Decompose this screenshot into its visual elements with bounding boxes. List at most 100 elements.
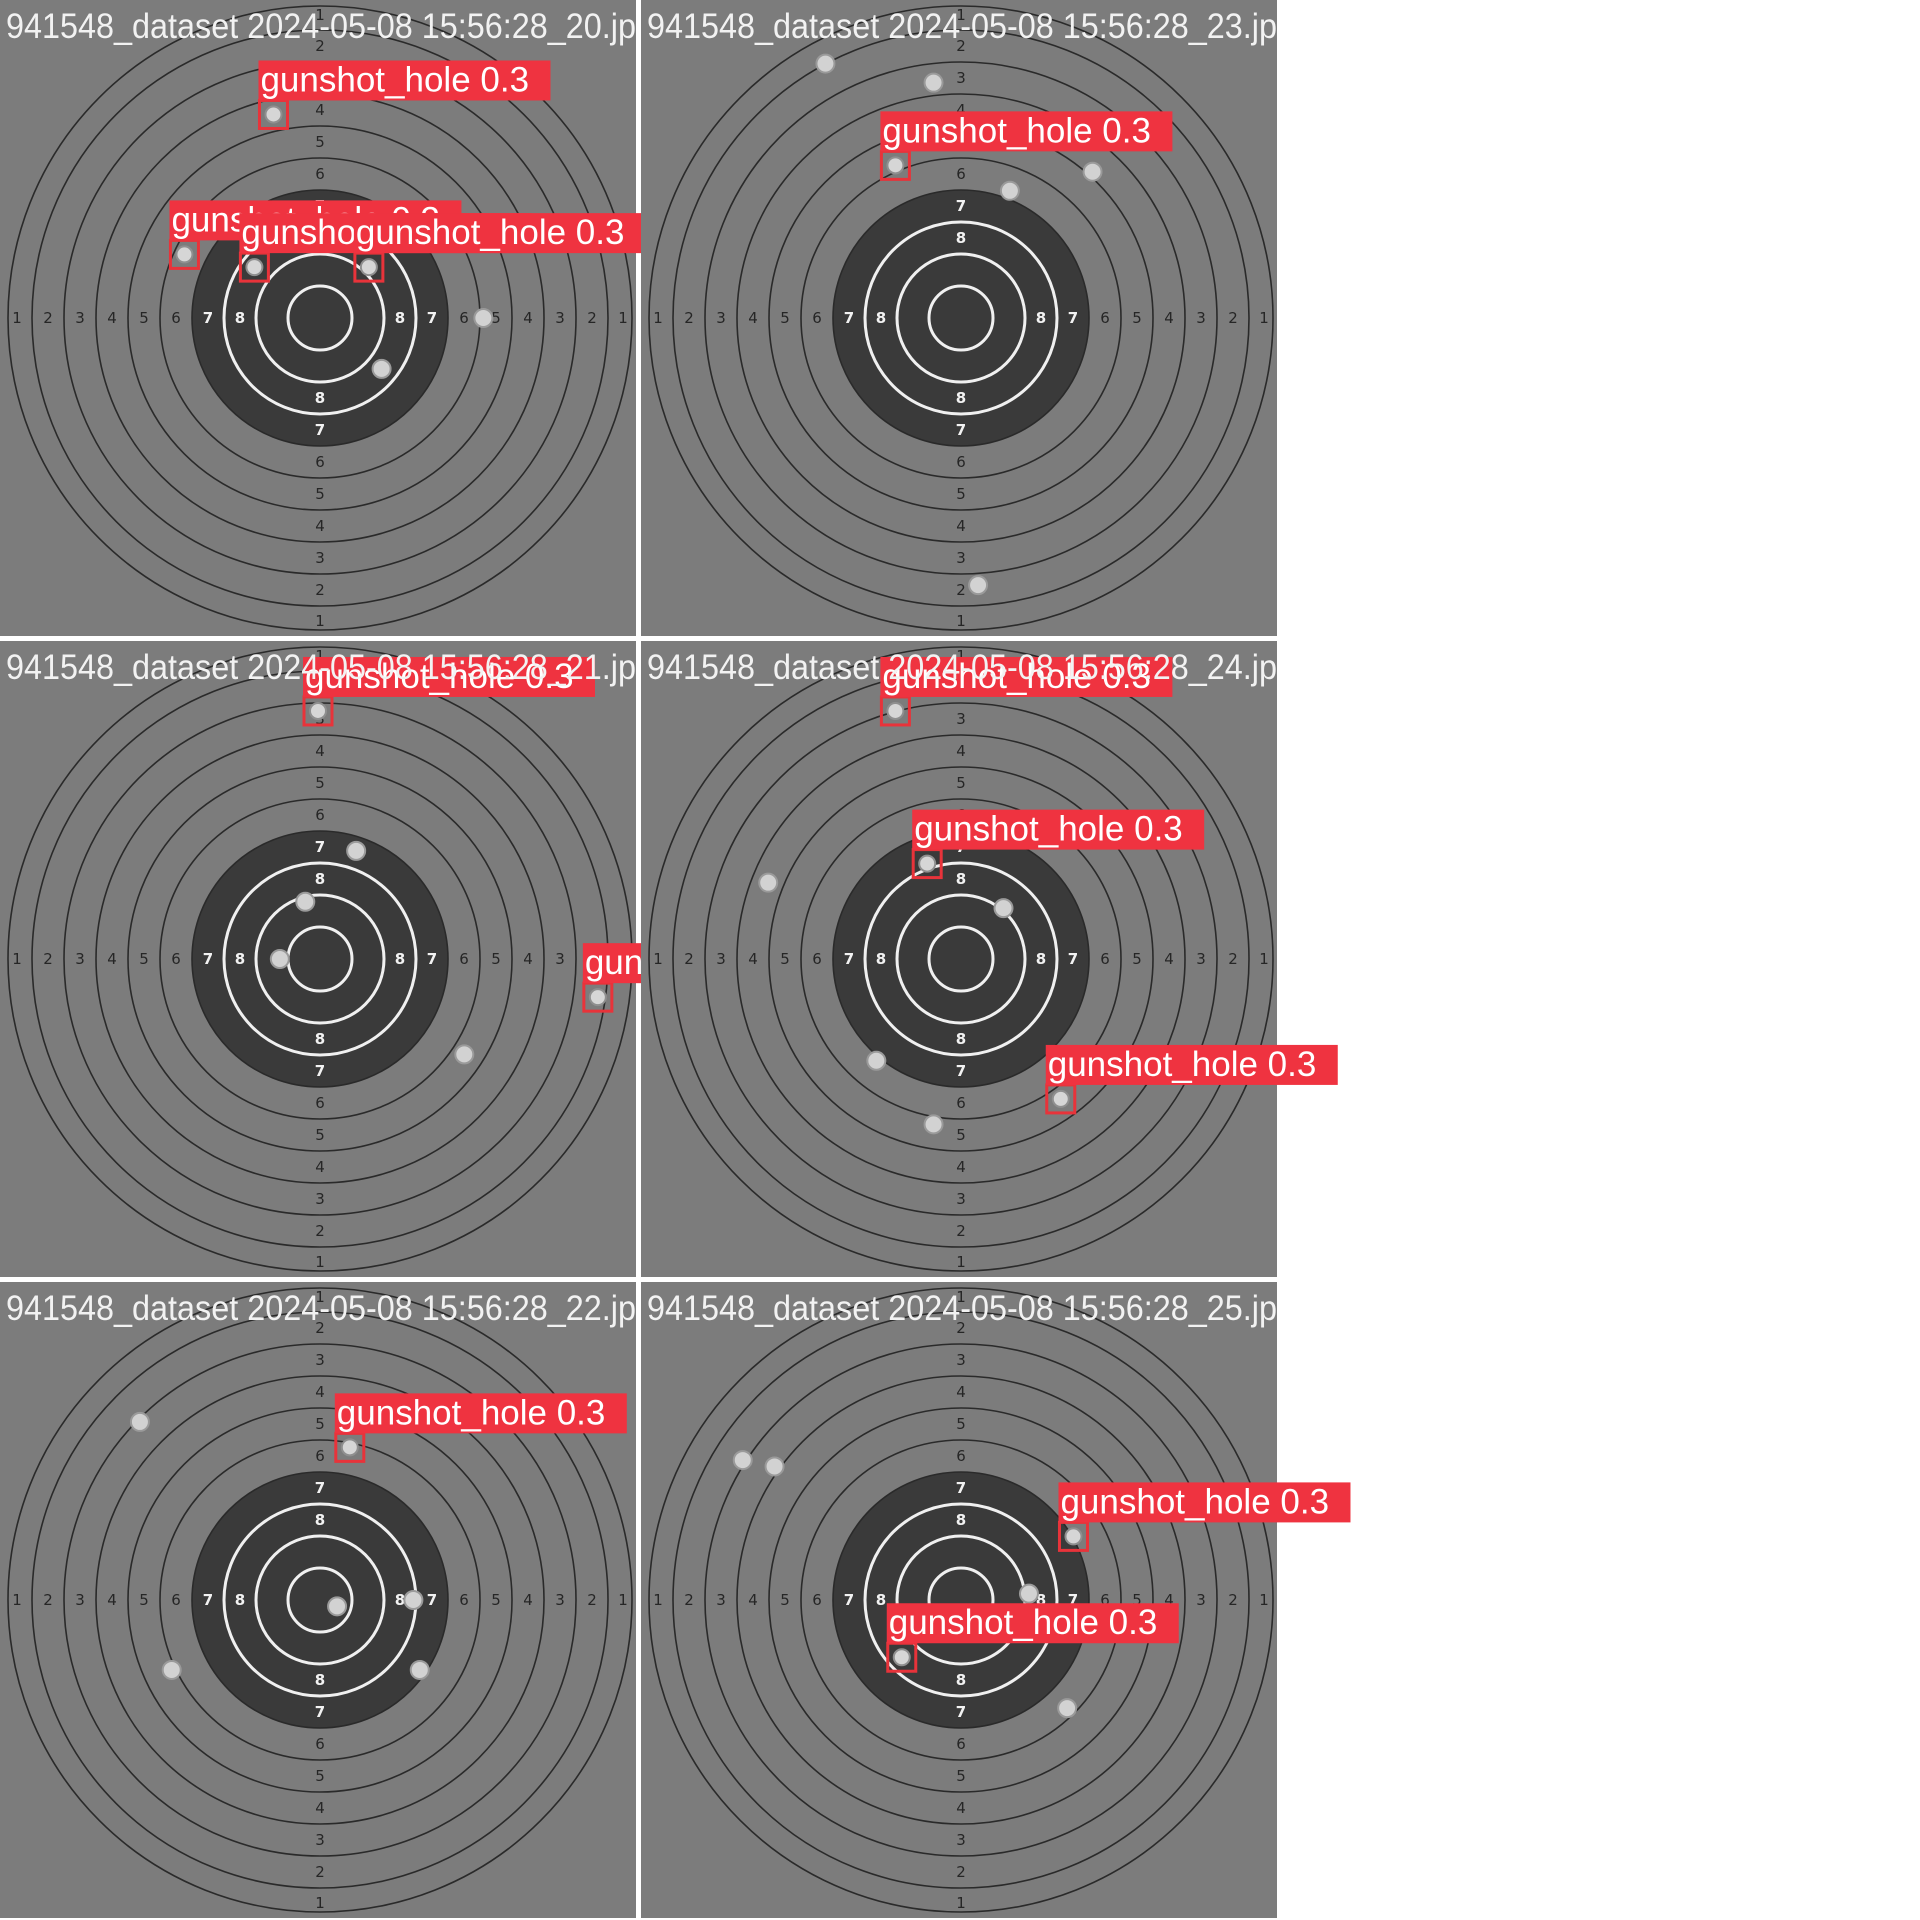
ring-number: 8 xyxy=(1036,950,1046,968)
ring-number: 3 xyxy=(1196,309,1206,327)
ring-number: 4 xyxy=(315,1383,325,1401)
ring-number: 1 xyxy=(618,1591,628,1609)
black-aiming-zone xyxy=(192,831,448,1087)
ring-number: 3 xyxy=(716,309,726,327)
bullet-hole xyxy=(403,1590,424,1610)
ring-number: 6 xyxy=(956,453,966,471)
ring-number: 4 xyxy=(523,950,533,968)
ring-number: 6 xyxy=(315,453,325,471)
ring-number: 2 xyxy=(315,37,325,55)
ring-number: 5 xyxy=(780,309,790,327)
ring-number: 3 xyxy=(315,1351,325,1369)
target-ring xyxy=(159,1439,481,1761)
bullet-hole xyxy=(758,872,779,893)
bullet-hole xyxy=(886,156,905,175)
ring-number: 6 xyxy=(956,165,966,183)
ring-number: 3 xyxy=(716,1591,726,1609)
bullet-hole xyxy=(264,105,283,124)
ring-number: 5 xyxy=(491,1591,501,1609)
detection-box xyxy=(257,98,289,130)
ring-number: 5 xyxy=(1132,1591,1142,1609)
bullet-hole xyxy=(993,898,1014,919)
ring-number: 4 xyxy=(956,1383,966,1401)
bullet-hole xyxy=(1064,1527,1083,1546)
tile-filename: 941548_dataset 2024-05-08 15:56:28_21.jp xyxy=(6,648,636,687)
detection-label-background xyxy=(886,1603,1179,1644)
ring-number: 2 xyxy=(1228,950,1238,968)
ring-number: 5 xyxy=(315,1126,325,1144)
detection-label-background xyxy=(353,213,646,254)
ring-number: 7 xyxy=(203,1591,213,1609)
ring-number: 3 xyxy=(956,710,966,728)
ring-number: 4 xyxy=(1164,950,1174,968)
ring-number: 8 xyxy=(235,1591,245,1609)
white-ring xyxy=(863,1502,1059,1698)
bullet-hole xyxy=(815,53,836,74)
ring-number: 5 xyxy=(139,1591,149,1609)
bullet-hole xyxy=(923,72,944,93)
bullet-hole xyxy=(295,891,316,912)
ring-number: 8 xyxy=(956,870,966,888)
ring-number: 5 xyxy=(1132,309,1142,327)
detection-label: gunshot_hole 0.3 xyxy=(1060,1482,1329,1521)
ring-number: 6 xyxy=(315,1094,325,1112)
detection-label: gunshot_hole 0.3 xyxy=(882,111,1151,150)
ring-number: 8 xyxy=(956,229,966,247)
ring-number: 3 xyxy=(315,1831,325,1849)
ring-number: 4 xyxy=(107,1591,117,1609)
ring-number: 7 xyxy=(956,197,966,215)
ring-number: 1 xyxy=(315,6,325,24)
bullet-hole xyxy=(918,854,937,873)
ring-number: 6 xyxy=(1100,950,1110,968)
ring-number: 6 xyxy=(812,1591,822,1609)
white-ring xyxy=(863,220,1059,416)
target-ring xyxy=(832,189,1090,447)
ring-number: 3 xyxy=(315,549,325,567)
ring-number: 7 xyxy=(844,1591,854,1609)
ring-number: 3 xyxy=(956,1351,966,1369)
ring-number: 1 xyxy=(956,1253,966,1271)
ring-number: 3 xyxy=(75,1591,85,1609)
bullet-hole xyxy=(1051,1089,1070,1108)
ring-number: 5 xyxy=(780,1591,790,1609)
detection-label: gunshot_hole 0.3 xyxy=(882,657,1151,696)
ring-number: 3 xyxy=(555,309,565,327)
ring-number: 7 xyxy=(427,309,437,327)
detection-label-background xyxy=(880,656,1173,697)
detection-box xyxy=(582,981,614,1013)
ring-number: 3 xyxy=(956,1831,966,1849)
ring-number: 6 xyxy=(315,1447,325,1465)
detection-box xyxy=(302,695,334,727)
ring-number: 8 xyxy=(876,950,886,968)
target-tile: 12345678123456781234567812345678gunshot_… xyxy=(641,641,1338,1277)
ring-number: 5 xyxy=(315,1415,325,1433)
ring-number: 8 xyxy=(315,870,325,888)
ring-number: 7 xyxy=(315,838,325,856)
ring-number: 6 xyxy=(459,950,469,968)
bullet-hole xyxy=(764,1456,785,1477)
ring-number: 2 xyxy=(956,581,966,599)
target-ring xyxy=(191,830,449,1088)
ring-number: 4 xyxy=(315,1799,325,1817)
bullet-hole xyxy=(409,1659,430,1680)
bullet-hole xyxy=(866,1050,887,1071)
ring-number: 6 xyxy=(956,1447,966,1465)
ring-number: 7 xyxy=(315,421,325,439)
ring-number: 7 xyxy=(956,1479,966,1497)
ring-number: 7 xyxy=(844,950,854,968)
ring-number: 1 xyxy=(315,1253,325,1271)
ring-number: 4 xyxy=(956,1158,966,1176)
ring-number: 2 xyxy=(315,1222,325,1240)
ring-number: 5 xyxy=(315,774,325,792)
target-ring xyxy=(191,189,449,447)
white-ring xyxy=(927,925,995,993)
black-aiming-zone xyxy=(192,1472,448,1728)
target-ring xyxy=(7,1287,633,1913)
target-ring xyxy=(832,1471,1090,1729)
ring-number: 3 xyxy=(956,549,966,567)
ring-number: 6 xyxy=(812,309,822,327)
ring-number: 8 xyxy=(956,1511,966,1529)
ring-number: 7 xyxy=(315,1703,325,1721)
